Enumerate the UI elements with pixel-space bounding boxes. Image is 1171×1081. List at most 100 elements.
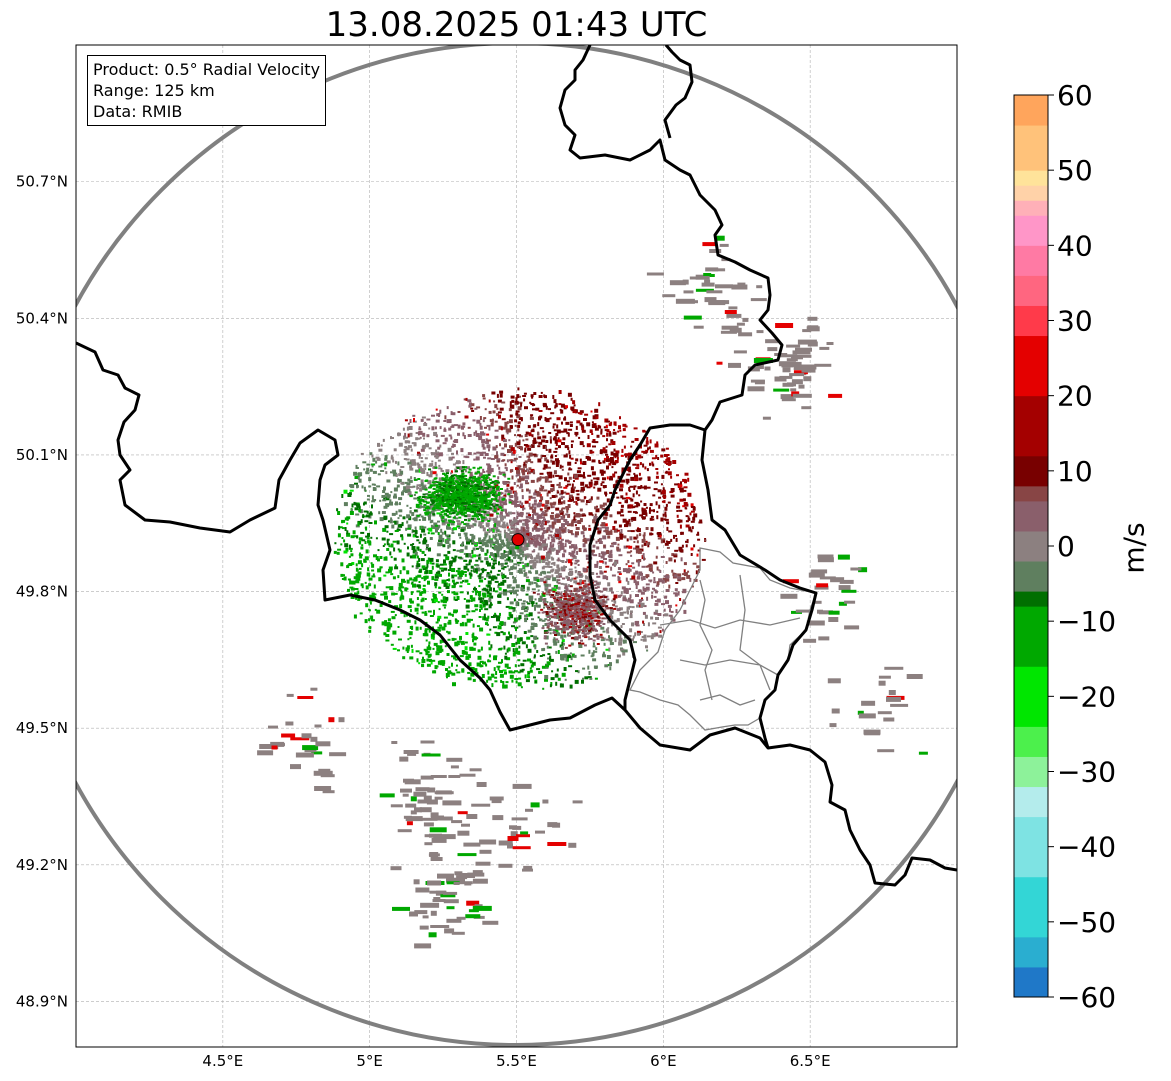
echo-pixel — [646, 486, 651, 489]
echo-pixel — [597, 487, 602, 492]
echo-pixel — [528, 514, 532, 516]
echo-pixel — [424, 537, 427, 540]
echo-pixel — [636, 540, 639, 544]
echo-pixel — [545, 575, 550, 578]
echo-pixel — [517, 547, 522, 551]
echo-pixel — [582, 677, 584, 680]
echo-pixel — [550, 682, 553, 686]
echo-pixel — [557, 586, 561, 590]
echo-pixel — [487, 467, 491, 471]
echo-pixel — [421, 528, 426, 533]
echo-pixel — [515, 412, 519, 416]
echo-pixel — [502, 473, 506, 476]
echo-pixel — [551, 670, 554, 673]
echo-pixel — [467, 671, 471, 674]
echo-pixel — [478, 438, 483, 441]
echo-pixel — [507, 616, 511, 620]
echo-pixel — [610, 459, 614, 464]
echo-pixel — [531, 395, 534, 399]
echo-pixel — [376, 485, 381, 488]
echo-pixel — [407, 546, 409, 550]
echo-pixel — [665, 454, 670, 456]
echo-pixel — [549, 502, 554, 506]
echo-pixel — [616, 608, 621, 612]
echo-pixel — [470, 556, 474, 559]
echo-pixel — [345, 547, 349, 552]
echo-pixel — [476, 672, 479, 676]
echo-pixel — [400, 589, 403, 592]
echo-pixel — [650, 515, 654, 518]
echo-pixel — [522, 519, 527, 522]
echo-pixel — [438, 413, 440, 417]
echo-pixel — [529, 506, 533, 510]
echo-pixel — [537, 616, 540, 619]
echo-pixel — [419, 591, 423, 596]
echo-pixel — [499, 506, 503, 509]
echo-pixel — [434, 526, 439, 530]
echo-pixel — [459, 591, 464, 594]
echo-pixel — [680, 481, 682, 486]
echo-pixel — [433, 594, 437, 597]
echo-pixel — [608, 530, 613, 535]
echo-pixel — [523, 610, 528, 613]
echo-pixel — [487, 594, 490, 598]
echo-pixel — [658, 504, 661, 509]
echo-pixel — [403, 458, 407, 460]
echo-pixel — [453, 611, 457, 614]
echo-pixel — [382, 438, 385, 442]
echo-pixel — [607, 582, 611, 587]
echo-pixel — [435, 454, 439, 458]
echo-pixel — [502, 521, 506, 525]
echo-pixel — [600, 504, 605, 507]
echo-pixel — [419, 436, 422, 439]
echo-pixel — [511, 399, 515, 403]
echo-pixel — [548, 622, 551, 625]
echo-pixel — [465, 397, 468, 401]
echo-pixel — [503, 566, 507, 569]
echo-pixel — [575, 458, 579, 462]
echo-pixel — [436, 502, 440, 505]
echo-pixel — [448, 477, 452, 480]
echo-pixel — [606, 550, 610, 554]
echo-pixel — [569, 684, 573, 689]
echo-pixel — [546, 492, 549, 497]
echo-pixel — [420, 448, 425, 452]
echo-pixel — [560, 430, 565, 433]
echo-pixel — [543, 606, 545, 609]
echo-pixel — [462, 499, 465, 502]
echo-pixel — [452, 516, 456, 519]
echo-pixel — [645, 506, 648, 509]
echo-pixel — [548, 583, 552, 587]
echo-pixel — [529, 401, 532, 404]
echo-pixel — [488, 448, 490, 452]
echo-pixel — [365, 585, 369, 590]
echo-pixel — [465, 538, 470, 542]
echo-pixel — [500, 631, 504, 634]
echo-pixel — [617, 576, 621, 581]
echo-pixel — [473, 511, 477, 514]
echo-pixel — [582, 667, 586, 670]
echo-pixel — [582, 539, 585, 543]
echo-pixel — [595, 508, 600, 513]
echo-pixel — [546, 558, 549, 562]
echo-pixel — [409, 609, 412, 613]
echo-pixel — [432, 466, 435, 469]
echo-pixel — [394, 566, 399, 570]
echo-pixel — [439, 489, 443, 492]
echo-pixel — [558, 390, 562, 394]
echo-pixel — [467, 452, 472, 456]
echo-pixel — [558, 540, 563, 544]
echo-pixel — [487, 493, 491, 496]
echo-pixel — [357, 576, 361, 581]
echo-pixel — [531, 618, 534, 621]
echo-pixel — [416, 597, 419, 600]
echo-pixel — [384, 462, 388, 467]
echo-pixel — [479, 660, 484, 663]
echo-pixel — [506, 487, 509, 490]
echo-pixel — [571, 407, 575, 412]
echo-pixel — [465, 522, 470, 527]
echo-pixel — [424, 598, 427, 600]
echo-pixel — [551, 574, 554, 578]
echo-pixel — [610, 421, 613, 425]
echo-pixel — [455, 592, 459, 596]
